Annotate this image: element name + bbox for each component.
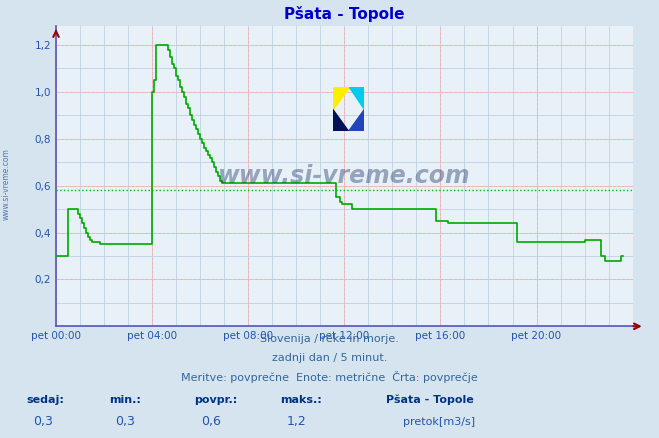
Text: 0,3: 0,3 [33,415,53,428]
Text: pretok[m3/s]: pretok[m3/s] [403,417,475,427]
Text: zadnji dan / 5 minut.: zadnji dan / 5 minut. [272,353,387,364]
Polygon shape [349,110,364,131]
Polygon shape [333,110,349,131]
Title: Pšata - Topole: Pšata - Topole [284,6,405,22]
Text: www.si-vreme.com: www.si-vreme.com [218,164,471,188]
Text: 1,2: 1,2 [287,415,306,428]
Text: 0,3: 0,3 [115,415,135,428]
Text: www.si-vreme.com: www.si-vreme.com [2,148,11,220]
Text: Slovenija / reke in morje.: Slovenija / reke in morje. [260,334,399,344]
Polygon shape [349,88,364,110]
Text: maks.:: maks.: [280,395,322,405]
Polygon shape [333,88,349,110]
Text: povpr.:: povpr.: [194,395,238,405]
Text: 0,6: 0,6 [201,415,221,428]
Text: Pšata - Topole: Pšata - Topole [386,395,473,405]
Text: min.:: min.: [109,395,140,405]
Text: Meritve: povprečne  Enote: metrične  Črta: povprečje: Meritve: povprečne Enote: metrične Črta:… [181,371,478,383]
Text: sedaj:: sedaj: [26,395,64,405]
